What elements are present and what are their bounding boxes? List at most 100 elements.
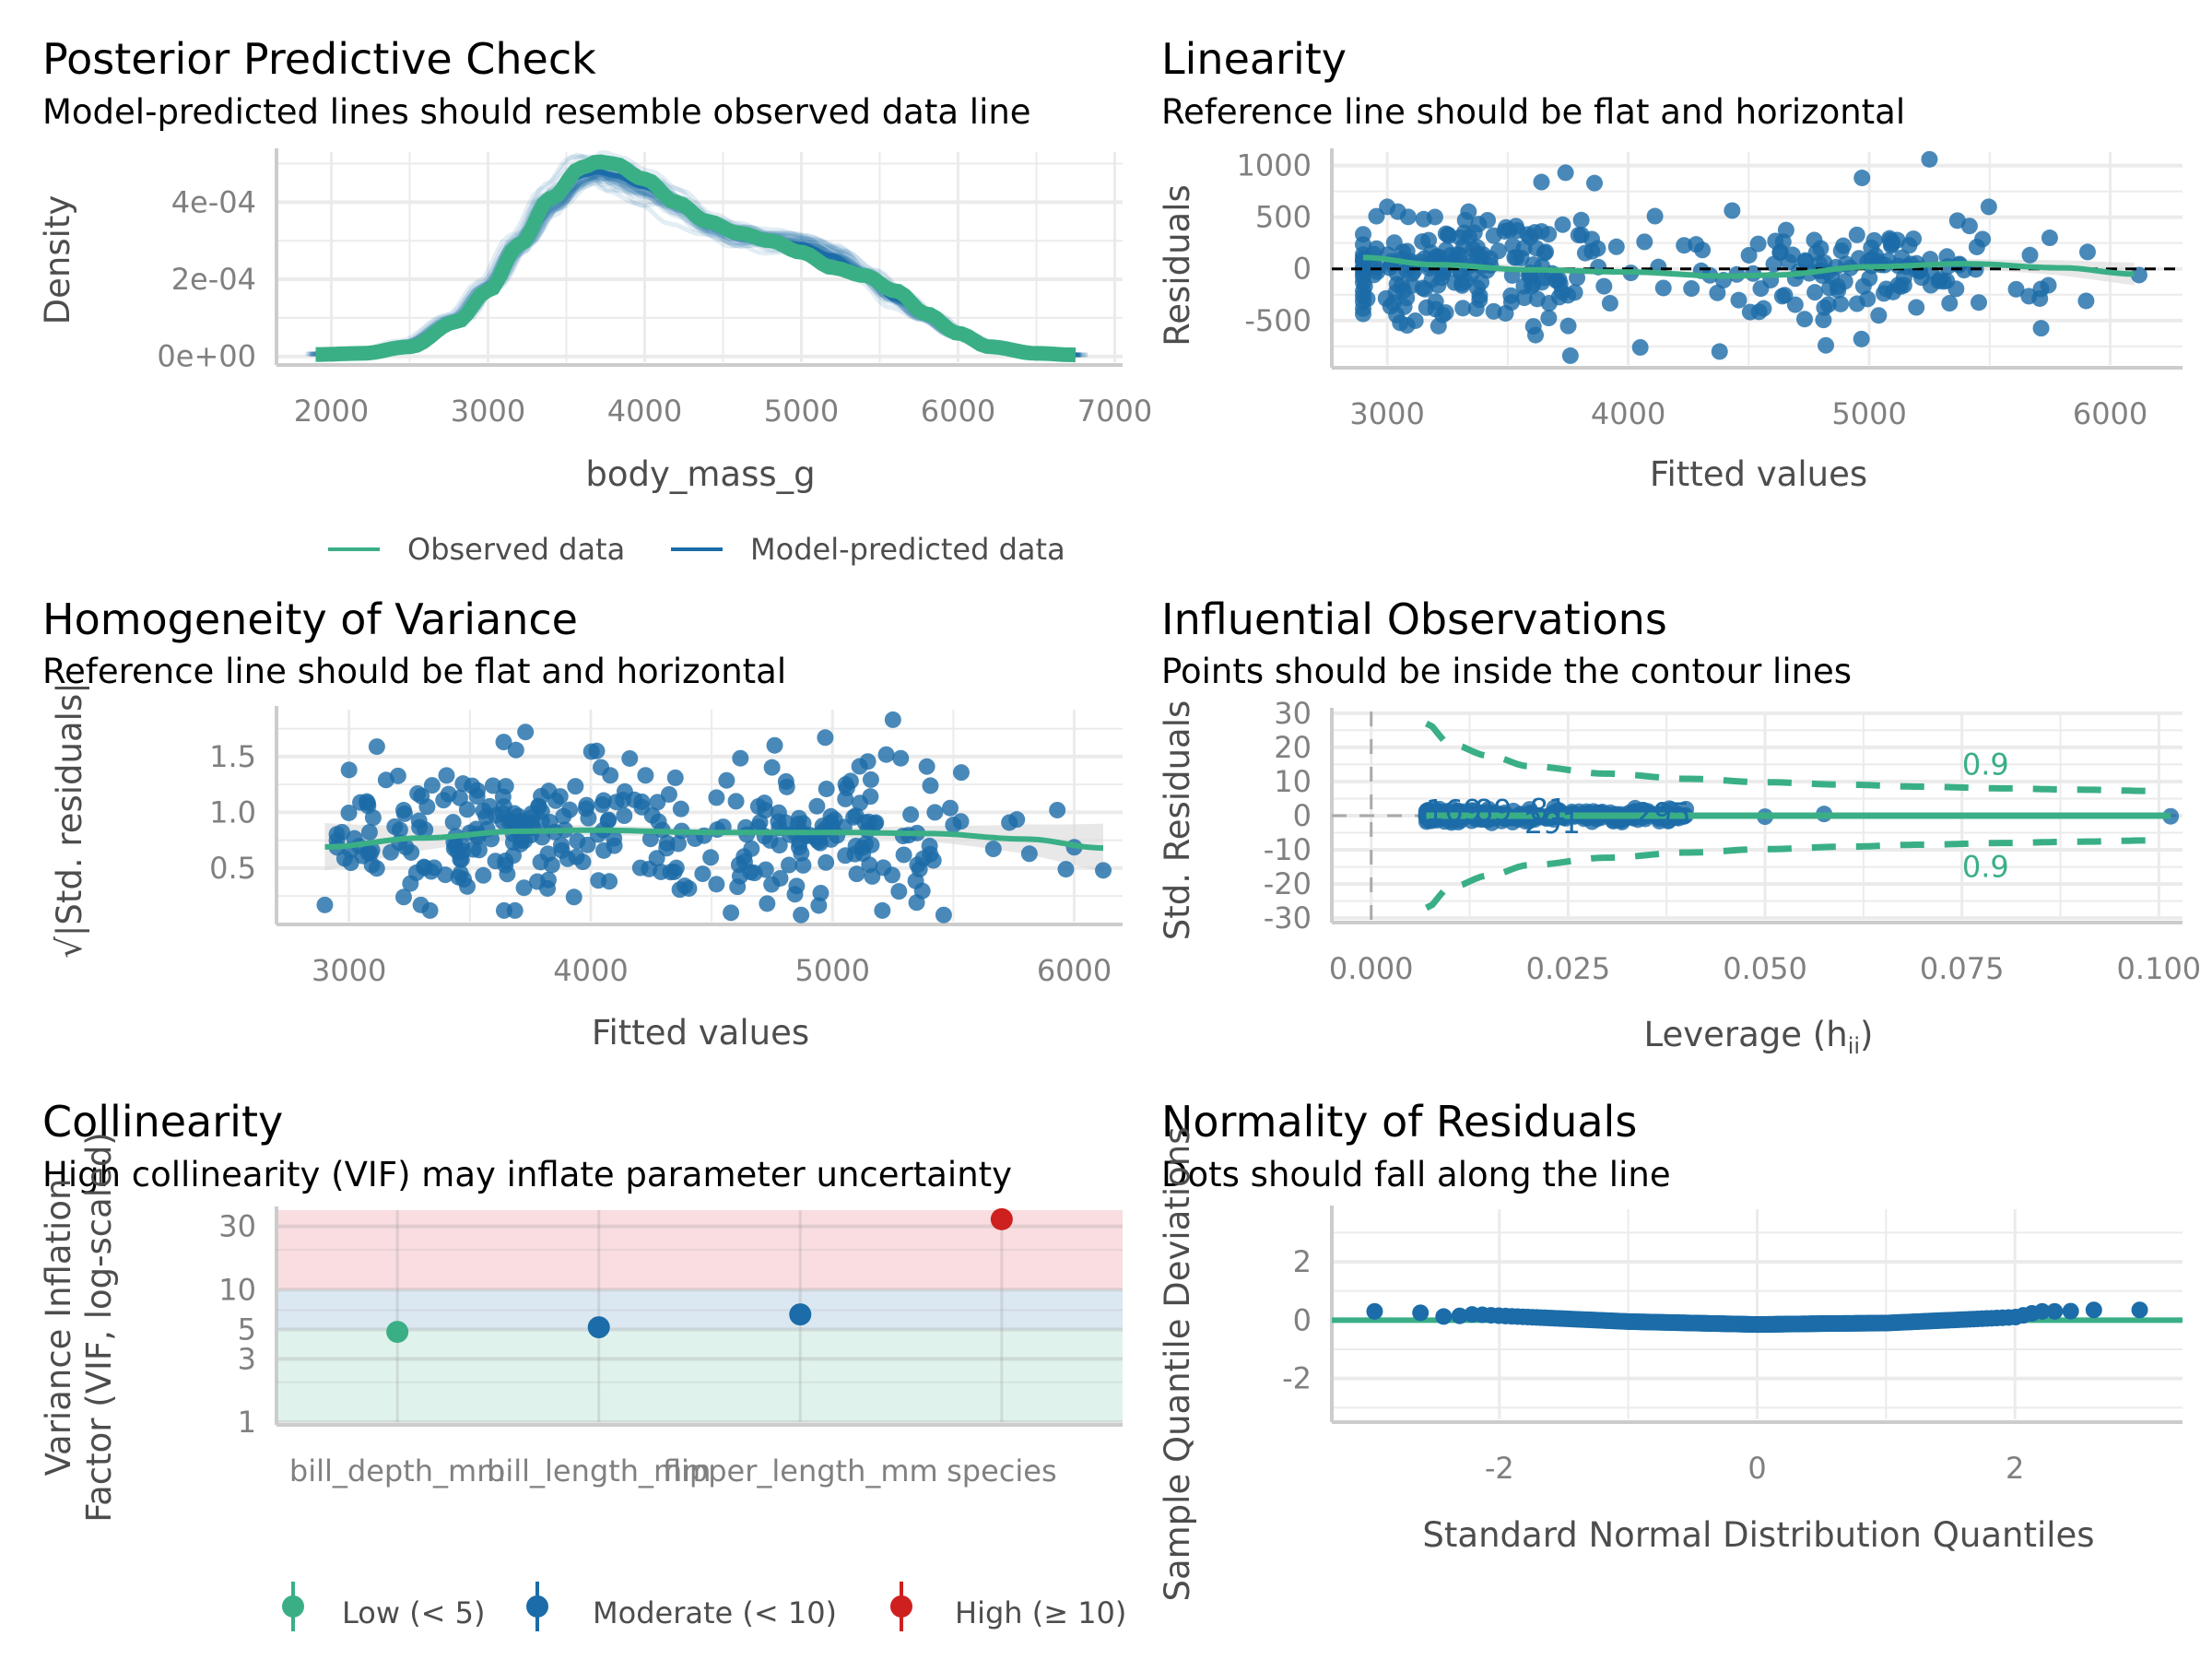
residual-point [1398, 242, 1416, 260]
residual-point [1570, 227, 1587, 244]
sqrt-residual-point [1008, 811, 1026, 829]
residual-point [1786, 296, 1804, 313]
residual-point [1454, 300, 1472, 317]
x-tick-label: 3000 [451, 394, 525, 429]
sqrt-residual-point [552, 837, 570, 854]
legend-low-label: Low (< 5) [342, 1595, 486, 1630]
sqrt-residual-point [770, 813, 787, 830]
linearity-subtitle: Reference line should be flat and horizo… [1161, 92, 1905, 132]
legend-low-swatch [282, 1582, 304, 1631]
residual-point [1832, 295, 1850, 312]
sqrt-residual-point [410, 812, 428, 830]
x-tick-label: species [947, 1453, 1057, 1488]
sqrt-residual-point [735, 848, 753, 865]
sqrt-residual-point [450, 868, 467, 886]
qq-point [2085, 1301, 2102, 1319]
sqrt-residual-point [539, 845, 557, 863]
sqrt-residual-point [602, 767, 619, 784]
sqrt-residual-point [377, 771, 394, 789]
y-tick-label: 10 [1274, 764, 1312, 799]
sqrt-residual-point [505, 847, 523, 865]
sqrt-residual-point [771, 837, 788, 854]
qq-point [2062, 1302, 2079, 1320]
y-tick-label: 2e-04 [171, 262, 256, 297]
homogeneity-title: Homogeneity of Variance [42, 594, 578, 644]
residual-points [1354, 150, 2147, 364]
residual-point [1535, 244, 1553, 262]
sqrt-residual-point [718, 771, 735, 789]
residual-point [1848, 226, 1865, 243]
x-tick-label: 0 [1747, 1451, 1766, 1486]
sqrt-residual-point [810, 833, 828, 851]
residual-point [1654, 279, 1672, 297]
residual-point [1724, 202, 1741, 219]
qq-point [1412, 1304, 1430, 1322]
sqrt-residual-point [793, 906, 810, 924]
normality-subtitle: Dots should fall along the line [1161, 1155, 1671, 1194]
qq-points [1366, 1301, 2148, 1334]
sqrt-residual-point [494, 788, 512, 806]
sqrt-residual-point [360, 823, 378, 841]
sqrt-residual-point [437, 866, 454, 884]
residual-point [1631, 338, 1649, 356]
sqrt-residual-point [606, 830, 623, 847]
sqrt-residual-point [848, 865, 865, 883]
legend-moderate-swatch [526, 1582, 548, 1631]
legend-point [282, 1595, 304, 1618]
residual-point [1515, 289, 1533, 307]
qq-point [2033, 1302, 2051, 1320]
sqrt-residual-point [791, 833, 808, 851]
y-tick-label: 0 [1293, 252, 1312, 287]
residual-point [1540, 226, 1558, 243]
sqrt-residual-point [771, 869, 789, 887]
sqrt-residual-point [694, 865, 712, 883]
residual-point [1941, 295, 1959, 312]
residual-point [1749, 235, 1767, 253]
y-tick-label: 0.5 [209, 851, 256, 886]
sqrt-residual-point [594, 792, 612, 809]
sqrt-residual-point [778, 778, 795, 795]
sqrt-residual-point [475, 866, 492, 884]
residual-point [1694, 241, 1712, 259]
sqrt-residual-point [458, 801, 476, 818]
y-tick-label: -20 [1264, 866, 1312, 901]
y-tick-label: 4e-04 [171, 184, 256, 219]
cooks-contour-upper [1424, 720, 2159, 794]
residual-point [1526, 224, 1544, 241]
sqrt-residual-point [818, 853, 835, 871]
residual-point [1709, 284, 1726, 301]
sqrt-residual-point [568, 848, 585, 865]
sqrt-residual-point [533, 813, 550, 830]
sqrt-residual-point [877, 746, 895, 763]
sqrt-residual-point [1020, 845, 1038, 863]
sqrt-residual-point [335, 850, 353, 867]
sqrt-residual-point [382, 843, 399, 861]
residual-point [1440, 227, 1457, 244]
normality-title: Normality of Residuals [1161, 1097, 1637, 1147]
sqrt-residual-point [470, 841, 488, 859]
residual-point [1900, 237, 1918, 254]
sqrt-residual-point [837, 847, 854, 865]
sqrt-residual-point [386, 818, 404, 835]
sqrt-residual-point [680, 879, 698, 897]
residual-point [1836, 273, 1853, 290]
sqrt-residual-point [397, 839, 415, 856]
loess-smooth-line [324, 827, 1104, 852]
residual-point [2078, 243, 2096, 261]
residual-point [1589, 240, 1606, 257]
residual-point [1427, 300, 1444, 318]
influential-xlabel-end: ) [1860, 1015, 1873, 1054]
residual-point [1392, 314, 1409, 332]
residual-point [1417, 280, 1434, 298]
influential-ylabel: Std. Residuals [1158, 700, 1197, 941]
sqrt-residual-point [637, 767, 654, 784]
ppc-title: Posterior Predictive Check [42, 34, 596, 84]
sqrt-residual-point [601, 873, 618, 890]
residual-point [1683, 280, 1700, 298]
sqrt-residual-point [884, 711, 901, 728]
legend-high-swatch [890, 1582, 912, 1631]
qq-point [2046, 1302, 2064, 1320]
influential-xlabel-main: Leverage (h [1644, 1015, 1848, 1054]
influential-xlabel-subscript: ii [1848, 1033, 1860, 1059]
residual-point [1576, 244, 1594, 262]
